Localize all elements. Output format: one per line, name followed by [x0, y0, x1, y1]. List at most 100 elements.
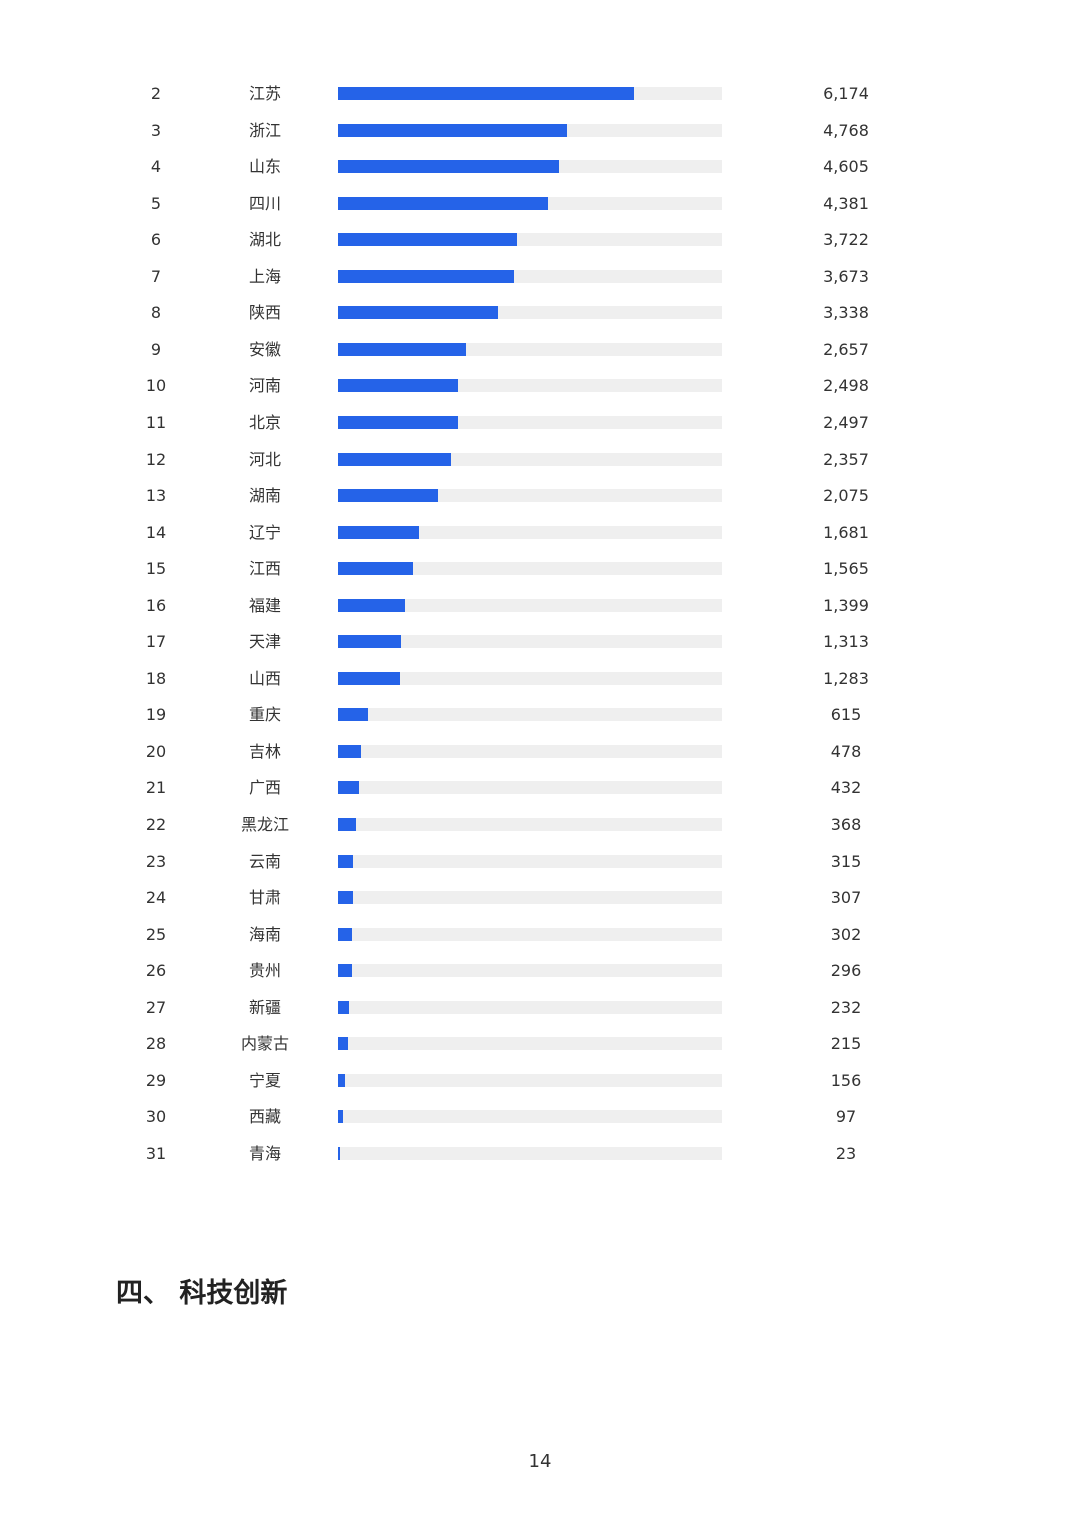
bar-track [338, 964, 722, 978]
rank-label: 8 [150, 303, 162, 323]
rank-label: 29 [145, 1070, 167, 1090]
region-label: 上海 [248, 266, 281, 286]
region-label: 湖南 [248, 486, 281, 506]
bar-track [338, 123, 722, 137]
value-label: 615 [830, 705, 862, 725]
page-number: 14 [528, 1451, 552, 1472]
bar [338, 196, 549, 210]
rank-label: 20 [145, 741, 167, 761]
rank-label: 26 [145, 961, 167, 981]
value-label: 478 [830, 741, 862, 761]
value-label: 432 [830, 778, 862, 798]
region-label: 甘肃 [248, 888, 281, 908]
bar [338, 269, 515, 283]
region-label: 贵州 [248, 961, 281, 981]
region-label: 浙江 [248, 120, 281, 140]
bar-track [338, 160, 722, 174]
chart-row: 17 天津 1,313 [0, 624, 1080, 660]
value-label: 215 [830, 1034, 862, 1054]
region-label: 重庆 [248, 705, 281, 725]
bar-track [338, 233, 722, 247]
bar-track [338, 635, 722, 649]
bar-track [338, 452, 722, 466]
chart-row: 14 辽宁 1,681 [0, 515, 1080, 551]
value-label: 6,174 [823, 84, 869, 103]
bar-track [338, 1037, 722, 1051]
bar [338, 1110, 343, 1124]
bar-track [338, 1146, 722, 1160]
value-label: 3,338 [823, 303, 869, 323]
bar-track [338, 269, 722, 283]
value-label: 315 [830, 851, 862, 871]
rank-label: 7 [150, 266, 162, 286]
bar [338, 379, 458, 393]
bar [338, 1037, 349, 1051]
bar [338, 306, 499, 320]
region-label: 安徽 [248, 339, 281, 359]
chart-row: 27 新疆 232 [0, 990, 1080, 1026]
value-label: 1,283 [823, 668, 869, 688]
chart-row: 4 山东 4,605 [0, 149, 1080, 185]
chart-row: 19 重庆 615 [0, 697, 1080, 733]
chart-row: 5 四川 4,381 [0, 186, 1080, 222]
value-label: 2,075 [823, 486, 869, 506]
bar-track [338, 562, 722, 576]
bar [338, 233, 517, 247]
bar-track [338, 854, 722, 868]
bar-track [338, 379, 722, 393]
bar [338, 1073, 346, 1087]
bar-track [338, 818, 722, 831]
rank-label: 28 [145, 1034, 167, 1054]
bar-track [338, 525, 722, 539]
value-label: 1,313 [823, 632, 869, 652]
chart-row: 29 宁夏 156 [0, 1063, 1080, 1099]
region-label: 新疆 [248, 997, 281, 1017]
chart-row: 6 湖北 3,722 [0, 222, 1080, 258]
bar [338, 818, 356, 831]
rank-label: 11 [145, 412, 167, 432]
bar [338, 525, 419, 539]
bar [338, 781, 359, 795]
bar [338, 123, 567, 137]
value-label: 4,381 [823, 193, 869, 213]
chart-row: 2 江苏 6,174 [0, 76, 1080, 112]
region-label: 天津 [248, 632, 281, 652]
rank-label: 22 [145, 815, 167, 834]
bar [338, 744, 361, 758]
rank-label: 17 [145, 632, 167, 652]
section-heading: 四、 科技创新 [116, 1278, 288, 1309]
bar [338, 452, 452, 466]
chart-row: 21 广西 432 [0, 770, 1080, 806]
rank-label: 24 [145, 888, 167, 908]
bar-track [338, 1073, 722, 1087]
rank-label: 6 [150, 230, 162, 250]
value-label: 2,657 [823, 339, 869, 359]
region-label: 青海 [248, 1143, 281, 1163]
region-label: 河南 [248, 376, 281, 396]
bar [338, 562, 414, 576]
bar [338, 964, 353, 978]
region-label: 内蒙古 [240, 1034, 289, 1054]
region-label: 福建 [248, 595, 281, 615]
value-label: 2,498 [823, 376, 869, 396]
chart-row: 3 浙江 4,768 [0, 113, 1080, 149]
bar [338, 1146, 340, 1160]
rank-label: 16 [145, 595, 167, 615]
rank-label: 21 [145, 778, 167, 798]
chart-row: 22 黑龙江 368 [0, 807, 1080, 843]
chart-row: 26 贵州 296 [0, 953, 1080, 989]
chart-row: 11 北京 2,497 [0, 405, 1080, 441]
bar-track [338, 744, 722, 758]
region-label: 河北 [248, 449, 281, 469]
value-label: 156 [830, 1070, 862, 1090]
region-label: 西藏 [248, 1107, 281, 1127]
value-label: 1,681 [823, 522, 869, 542]
bar [338, 342, 466, 356]
bar-track [338, 671, 722, 685]
rank-label: 31 [145, 1143, 167, 1163]
rank-label: 3 [150, 120, 162, 140]
chart-row: 10 河南 2,498 [0, 368, 1080, 404]
rank-label: 4 [150, 157, 162, 177]
bar-track [338, 781, 722, 795]
value-label: 368 [830, 815, 862, 834]
